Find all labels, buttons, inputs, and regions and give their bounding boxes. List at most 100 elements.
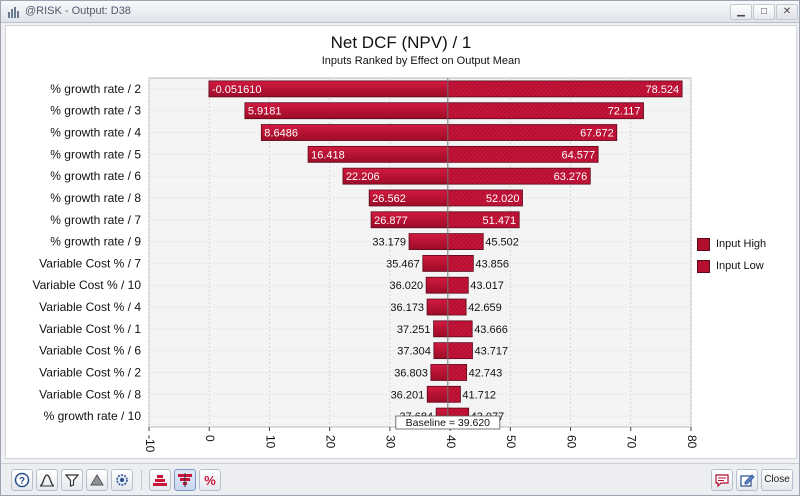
bar-input-low-segment (433, 342, 449, 360)
category-label: Variable Cost % / 7 (39, 256, 141, 270)
category-label: % growth rate / 2 (50, 82, 141, 96)
tornado-high-button[interactable] (149, 469, 171, 491)
x-tick-label: 50 (504, 435, 518, 449)
title-bar: @RISK - Output: D38 ▁ □ ✕ (1, 1, 799, 23)
tornado-icon (178, 473, 192, 487)
bar-input-low-segment (430, 364, 449, 381)
category-label: % growth rate / 8 (50, 191, 141, 205)
window-title: @RISK - Output: D38 (25, 5, 131, 17)
low-value-label: 37.251 (397, 324, 431, 336)
minimize-button[interactable]: ▁ (730, 4, 752, 20)
help-button[interactable]: ? (11, 469, 33, 491)
category-label: % growth rate / 9 (50, 235, 141, 249)
low-value-label: 26.877 (374, 215, 408, 227)
high-value-label: 43.856 (475, 258, 509, 270)
tornado-button[interactable] (174, 469, 196, 491)
high-value-label: 45.502 (485, 237, 519, 249)
low-value-label: 36.173 (390, 302, 424, 314)
category-label: % growth rate / 10 (44, 409, 142, 423)
legend-swatch-low (697, 259, 710, 273)
category-label: Variable Cost % / 2 (39, 365, 141, 379)
x-tick-label: -10 (143, 435, 157, 453)
category-label: Variable Cost % / 6 (39, 344, 141, 358)
chart-subtitle: Inputs Ranked by Effect on Output Mean (321, 55, 521, 67)
bar-input-low-segment (426, 298, 449, 316)
category-label: % growth rate / 5 (50, 147, 141, 161)
low-value-label: 36.201 (391, 389, 425, 401)
legend-swatch-high (697, 237, 710, 251)
legend-item-input-low: Input Low (697, 255, 766, 277)
x-tick-label: 10 (263, 435, 277, 449)
low-value-label: 5.9181 (248, 106, 282, 118)
bar-input-high-segment (447, 364, 468, 381)
distribution-icon (39, 474, 55, 487)
high-value-label: 64.577 (561, 149, 595, 161)
high-value-label: 51.471 (483, 215, 517, 227)
filter-icon (64, 474, 80, 487)
low-value-label: 16.418 (311, 149, 345, 161)
low-value-label: 35.467 (386, 258, 420, 270)
legend-label-low: Input Low (716, 260, 764, 272)
low-value-label: 36.020 (389, 280, 423, 292)
x-tick-label: 20 (323, 435, 337, 449)
maximize-button[interactable]: □ (753, 4, 775, 20)
x-tick-label: 40 (444, 435, 458, 449)
close-button[interactable]: Close (761, 469, 793, 491)
distribution-button[interactable] (36, 469, 58, 491)
svg-text:%: % (204, 473, 216, 488)
category-label: Variable Cost % / 1 (39, 322, 141, 336)
edit-icon (740, 474, 755, 487)
settings-button[interactable] (111, 469, 133, 491)
x-tick-label: 0 (203, 435, 217, 442)
legend-label-high: Input High (716, 238, 767, 250)
window-close-button[interactable]: ✕ (776, 4, 798, 20)
chart-legend: Input High Input Low (697, 233, 766, 277)
low-value-label: 36.803 (394, 367, 428, 379)
bar-input-low-segment (408, 233, 449, 250)
bar-input-low-segment (422, 255, 449, 272)
help-icon: ? (14, 472, 30, 488)
triangle-button[interactable] (86, 469, 108, 491)
chart-title: Net DCF (NPV) / 1 (330, 33, 472, 52)
tornado-high-icon (153, 475, 167, 486)
high-value-label: 72.117 (608, 106, 641, 118)
x-tick-label: 60 (564, 435, 578, 449)
low-value-label: -0.051610 (212, 84, 262, 96)
high-value-label: 67.672 (580, 128, 614, 140)
bar-input-low-segment (425, 276, 449, 294)
filter-button[interactable] (61, 469, 83, 491)
comment-button[interactable] (711, 469, 733, 491)
bar-input-high-segment (447, 255, 474, 272)
bar-input-high-segment (447, 298, 467, 316)
bar-input-low-segment (433, 320, 449, 338)
tornado-chart: -10 0 10 20 30 40 50 60 70 80 % growth rate / 2 -0.… (33, 77, 699, 453)
comment-icon (715, 474, 729, 488)
high-value-label: 43.666 (474, 324, 508, 336)
category-label: Variable Cost % / 4 (39, 300, 141, 314)
category-label: % growth rate / 6 (50, 169, 141, 183)
percent-icon: % (204, 473, 216, 488)
low-value-label: 8.6486 (264, 128, 298, 140)
high-value-label: 78.524 (645, 84, 679, 96)
category-label: % growth rate / 4 (50, 126, 141, 140)
high-value-label: 42.743 (469, 367, 503, 379)
high-value-label: 52.020 (486, 193, 520, 205)
legend-item-input-high: Input High (697, 233, 766, 255)
x-tick-label: 70 (625, 435, 639, 449)
x-tick-label: 30 (384, 435, 398, 449)
low-value-label: 26.562 (372, 193, 406, 205)
low-value-label: 33.179 (372, 237, 406, 249)
category-label: Variable Cost % / 10 (33, 278, 142, 292)
bar-input-high-segment (447, 342, 473, 360)
high-value-label: 43.717 (474, 346, 508, 358)
low-value-label: 37.304 (397, 346, 431, 358)
toolbar-separator (141, 470, 142, 490)
bar-input-low-segment (426, 385, 449, 403)
bar-input-high-segment (447, 276, 469, 294)
low-value-label: 22.206 (346, 171, 380, 183)
category-label: % growth rate / 7 (50, 213, 141, 227)
high-value-label: 43.017 (470, 280, 504, 292)
edit-button[interactable] (736, 469, 758, 491)
percent-button[interactable]: % (199, 469, 221, 491)
